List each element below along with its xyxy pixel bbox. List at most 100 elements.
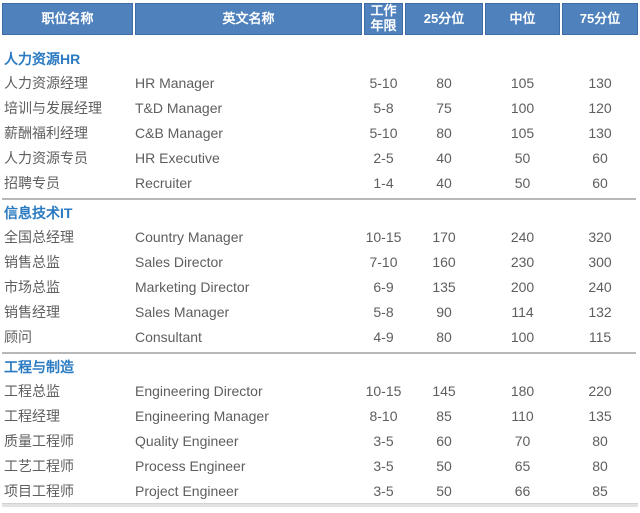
- cell-position: 质量工程师: [4, 432, 74, 449]
- cell-median: 110: [511, 407, 534, 424]
- cell-position: 招聘专员: [4, 174, 60, 191]
- cell-median: 50: [514, 149, 531, 166]
- cell-english: Sales Director: [135, 253, 223, 270]
- cell-years: 7-10: [369, 253, 398, 270]
- cell-english: Sales Manager: [135, 303, 230, 320]
- cell-english: Country Manager: [135, 228, 244, 245]
- cell-p25: 80: [436, 328, 452, 345]
- cell-position: 培训与发展经理: [4, 99, 102, 116]
- cell-years: 3-5: [373, 432, 394, 449]
- cell-years: 8-10: [369, 407, 398, 424]
- cell-years: 10-15: [365, 382, 402, 399]
- cell-p25: 60: [436, 432, 452, 449]
- cell-p75: 120: [588, 99, 612, 116]
- table-row: 销售经理 Sales Manager 5-8 90 114 132: [2, 299, 640, 324]
- section-divider: [2, 198, 636, 200]
- column-header-median: 中位: [485, 3, 560, 35]
- cell-years: 2-5: [373, 149, 394, 166]
- cell-median: 105: [510, 74, 535, 91]
- cell-position: 工艺工程师: [4, 457, 74, 474]
- cell-position: 薪酬福利经理: [4, 124, 88, 141]
- table-row: 工程总监 Engineering Director 10-15 145 180 220: [2, 378, 640, 403]
- cell-years: 1-4: [373, 174, 394, 191]
- cell-median: 100: [510, 99, 535, 116]
- column-header-years: 工作年限: [364, 3, 403, 35]
- cell-years: 5-8: [373, 99, 394, 116]
- cell-p25: 80: [436, 124, 452, 141]
- table-row: 质量工程师 Quality Engineer 3-5 60 70 80: [2, 428, 640, 453]
- cell-median: 66: [514, 482, 531, 499]
- cell-position: 全国总经理: [4, 228, 74, 245]
- table-body: 人力资源HR 人力资源经理 HR Manager 5-10 80 105 130 培训与发展经…: [0, 48, 640, 503]
- table-row: 培训与发展经理 T&D Manager 5-8 75 100 120: [2, 95, 640, 120]
- cell-english: Engineering Director: [135, 382, 263, 399]
- cell-p25: 170: [432, 228, 456, 245]
- cell-p25: 75: [436, 99, 452, 116]
- table-row: 薪酬福利经理 C&B Manager 5-10 80 105 130: [2, 120, 640, 145]
- cell-median: 65: [514, 457, 531, 474]
- cell-median: 180: [510, 382, 535, 399]
- cell-p75: 300: [588, 253, 612, 270]
- column-header-p75: 75分位: [562, 3, 638, 35]
- cell-p75: 60: [592, 149, 608, 166]
- cell-p25: 85: [436, 407, 452, 424]
- cell-median: 230: [510, 253, 535, 270]
- cell-p25: 50: [436, 457, 452, 474]
- cell-english: C&B Manager: [135, 124, 223, 141]
- section-divider: [2, 352, 636, 354]
- cell-english: Recruiter: [135, 174, 192, 191]
- cell-p75: 115: [588, 328, 612, 345]
- cell-years: 4-9: [373, 328, 394, 345]
- cell-p75: 220: [588, 382, 612, 399]
- table-row: 顾问 Consultant 4-9 80 100 115: [2, 324, 640, 349]
- cell-median: 70: [514, 432, 531, 449]
- section-title: 信息技术IT: [4, 205, 73, 221]
- cell-p75: 60: [592, 174, 608, 191]
- cell-p75: 130: [588, 124, 612, 141]
- section-title: 工程与制造: [4, 359, 74, 375]
- cell-english: HR Executive: [135, 149, 220, 166]
- cell-position: 工程经理: [4, 407, 60, 424]
- cell-position: 项目工程师: [4, 482, 74, 499]
- cell-position: 销售经理: [4, 303, 60, 320]
- table-row: 工程经理 Engineering Manager 8-10 85 110 135: [2, 403, 640, 428]
- cell-median: 200: [510, 278, 535, 295]
- cell-p25: 40: [436, 149, 452, 166]
- cell-median: 114: [511, 303, 534, 320]
- table-row: 人力资源专员 HR Executive 2-5 40 50 60: [2, 145, 640, 170]
- cell-english: Quality Engineer: [135, 432, 239, 449]
- cell-english: Project Engineer: [135, 482, 239, 499]
- cell-english: T&D Manager: [135, 99, 223, 116]
- cell-position: 人力资源经理: [4, 74, 88, 91]
- table-row: 人力资源经理 HR Manager 5-10 80 105 130: [2, 70, 640, 95]
- cell-years: 3-5: [373, 482, 394, 499]
- table-row: 市场总监 Marketing Director 6-9 135 200 240: [2, 274, 640, 299]
- cell-years: 5-10: [369, 74, 398, 91]
- cell-years: 10-15: [365, 228, 402, 245]
- cell-years: 3-5: [373, 457, 394, 474]
- column-header-position: 职位名称: [2, 3, 133, 35]
- cell-english: Engineering Manager: [135, 407, 269, 424]
- cell-position: 市场总监: [4, 278, 60, 295]
- cell-p25: 50: [436, 482, 452, 499]
- cell-p75: 240: [588, 278, 612, 295]
- cell-english: Marketing Director: [135, 278, 250, 295]
- cell-p25: 80: [436, 74, 452, 91]
- cell-median: 100: [510, 328, 535, 345]
- table-row: 销售总监 Sales Director 7-10 160 230 300: [2, 249, 640, 274]
- column-header-english: 英文名称: [135, 3, 362, 35]
- cell-p25: 90: [436, 303, 452, 320]
- column-header-p25: 25分位: [405, 3, 483, 35]
- cell-p75: 80: [592, 457, 608, 474]
- cell-position: 人力资源专员: [4, 149, 88, 166]
- table-row: 工艺工程师 Process Engineer 3-5 50 65 80: [2, 453, 640, 478]
- table-header-row: 职位名称 英文名称 工作年限 25分位 中位 75分位: [0, 0, 640, 35]
- cell-p75: 132: [588, 303, 612, 320]
- cell-years: 5-8: [373, 303, 394, 320]
- bottom-divider-bar: [2, 503, 638, 507]
- table-row: 招聘专员 Recruiter 1-4 40 50 60: [2, 170, 640, 195]
- table-row: 项目工程师 Project Engineer 3-5 50 66 85: [2, 478, 640, 503]
- cell-english: Consultant: [135, 328, 202, 345]
- cell-years: 5-10: [369, 124, 398, 141]
